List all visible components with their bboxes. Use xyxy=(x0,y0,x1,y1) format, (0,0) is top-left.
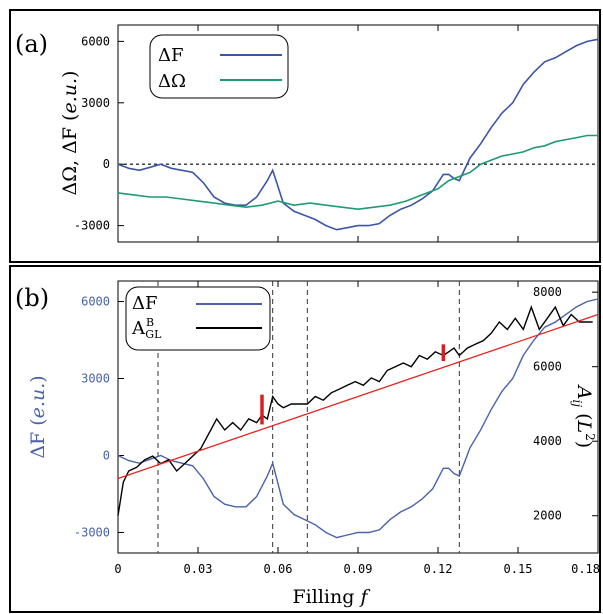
y-axis-label-b-left-part2: e.u. xyxy=(27,383,49,419)
a-y-tick-label-3: 6000 xyxy=(81,34,110,48)
y-axis-label-b-left-part1: ΔF ( xyxy=(27,418,49,458)
legend-a-box xyxy=(149,34,289,99)
legend-b-label-A: AB GL xyxy=(131,316,162,341)
y-axis-label-b-right-ij: ij xyxy=(570,400,584,408)
b-y-right-tick-label-1: 4000 xyxy=(533,434,562,448)
b-x-tick-label-3: 0.09 xyxy=(344,562,373,576)
y-axis-label-b-right-close: ) xyxy=(573,441,595,448)
b-series-dF xyxy=(117,298,599,539)
b-y-left-tick-label-3: 6000 xyxy=(81,295,110,309)
b-x-tick-label-1: 0.03 xyxy=(184,562,213,576)
y-axis-label-b-right-L: L xyxy=(573,420,595,434)
panel-a-frame xyxy=(9,9,601,263)
b-y-left-tick-label-2: 3000 xyxy=(81,372,110,386)
y-axis-label-b-left: ΔF (e.u.) xyxy=(27,375,49,458)
b-x-tick-label-0: 0 xyxy=(114,562,121,576)
a-y-tick-label-0: -3000 xyxy=(74,219,110,233)
y-axis-label-b-right-open: ( xyxy=(573,407,595,420)
a-series-dF xyxy=(117,38,599,231)
y-axis-label-a-part3: ) xyxy=(59,71,81,78)
b-y-right-tick-label-0: 2000 xyxy=(533,509,562,523)
b-x-tick-label-5: 0.15 xyxy=(504,562,533,576)
legend-a: ΔF ΔΩ xyxy=(149,34,289,99)
b-y-right-tick-label-3: 8000 xyxy=(533,285,562,299)
b-x-tick-label-4: 0.12 xyxy=(424,562,453,576)
legend-b-label-A-sub: GL xyxy=(145,328,162,341)
legend-a-label-dOmega: ΔΩ xyxy=(158,71,186,92)
y-axis-label-b-left-part3: ) xyxy=(27,375,49,382)
panel-b-frame xyxy=(9,265,601,613)
panel-label-a: (a) xyxy=(15,30,48,58)
legend-b-label-A-main: A xyxy=(131,318,146,339)
legend-b-box xyxy=(125,286,271,351)
legend-a-label-dF: ΔF xyxy=(158,45,184,66)
x-axis-label-b-word: Filling xyxy=(293,586,361,608)
b-y-left-tick-label-1: 0 xyxy=(103,448,110,462)
x-axis-label-b-f: f xyxy=(358,586,370,608)
b-x-tick-label-2: 0.06 xyxy=(264,562,293,576)
a-series-dOmega xyxy=(117,134,598,211)
a-y-tick-label-2: 3000 xyxy=(81,96,110,110)
y-axis-label-b-right-sq: 2 xyxy=(583,433,597,441)
a-y-tick-label-1: 0 xyxy=(103,157,110,171)
y-axis-label-b-right-A: A xyxy=(573,384,595,400)
b-y-right-tick-label-2: 6000 xyxy=(533,360,562,374)
b-x-tick-label-6: 0.18 xyxy=(571,562,600,576)
legend-b-label-dF: ΔF xyxy=(132,293,158,314)
chart-b: 0 0.03 0.06 0.09 0.12 0.15 0.18 -3000 0 3000 6000 2… xyxy=(74,281,600,576)
x-axis-label-b: Filling f xyxy=(293,586,371,608)
chart-a: -3000 0 3000 6000 xyxy=(74,25,599,242)
y-axis-label-b-right: Aij (L2) xyxy=(570,384,597,448)
panel-label-b: (b) xyxy=(15,284,49,312)
legend-b-label-A-sup: B xyxy=(146,316,154,329)
legend-b: ΔF AB GL xyxy=(125,286,271,351)
b-y-left-tick-label-0: -3000 xyxy=(74,525,110,539)
y-axis-label-a-part2: e.u. xyxy=(59,78,81,114)
y-axis-label-a: ΔΩ, ΔF (e.u.) xyxy=(59,71,81,196)
y-axis-label-a-part1: ΔΩ, ΔF ( xyxy=(59,114,81,196)
b-series-fit xyxy=(117,313,599,480)
b-series-A xyxy=(117,305,593,516)
